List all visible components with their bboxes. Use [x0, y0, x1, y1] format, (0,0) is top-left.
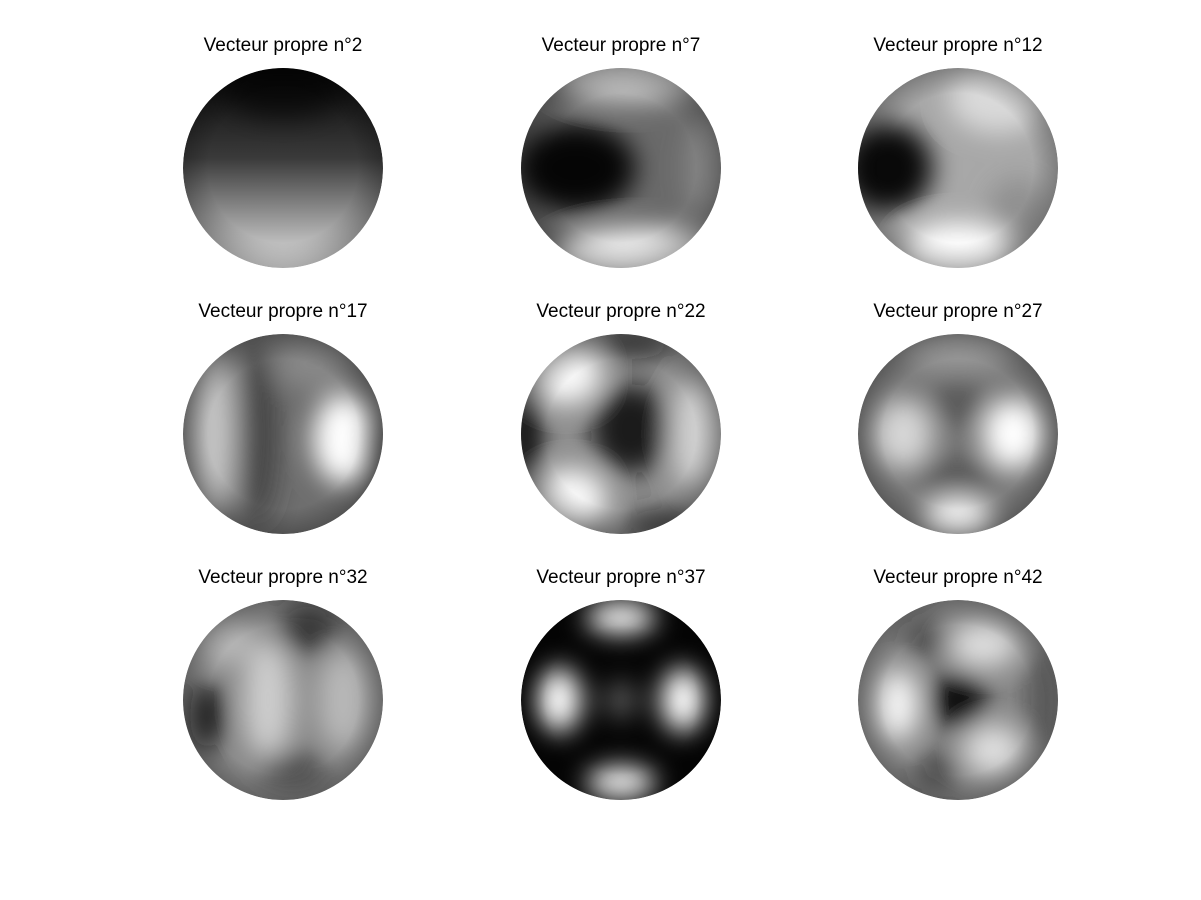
panel-title: Vecteur propre n°7: [542, 35, 701, 56]
panel: Vecteur propre n°17: [183, 301, 383, 534]
panel: Vecteur propre n°22: [521, 301, 721, 534]
sphere-edge-shade: [183, 334, 383, 534]
sphere: [521, 334, 721, 534]
sphere: [521, 600, 721, 800]
sphere: [858, 68, 1058, 268]
panel-title: Vecteur propre n°42: [873, 567, 1042, 588]
sphere: [858, 334, 1058, 534]
panel-title: Vecteur propre n°32: [198, 567, 367, 588]
sphere-edge-shade: [183, 68, 383, 268]
panel-title: Vecteur propre n°37: [536, 567, 705, 588]
panel: Vecteur propre n°32: [183, 567, 383, 800]
sphere: [183, 334, 383, 534]
panel-title: Vecteur propre n°27: [873, 301, 1042, 322]
sphere-edge-shade: [521, 600, 721, 800]
sphere: [858, 600, 1058, 800]
sphere: [521, 68, 721, 268]
panel: Vecteur propre n°2: [183, 35, 383, 268]
sphere-edge-shade: [858, 600, 1058, 800]
panel-title: Vecteur propre n°12: [873, 35, 1042, 56]
sphere: [183, 68, 383, 268]
panel-title: Vecteur propre n°17: [198, 301, 367, 322]
panel: Vecteur propre n°27: [858, 301, 1058, 534]
panel-title: Vecteur propre n°2: [204, 35, 363, 56]
sphere-edge-shade: [858, 334, 1058, 534]
panel: Vecteur propre n°42: [858, 567, 1058, 800]
sphere-edge-shade: [858, 68, 1058, 268]
panel: Vecteur propre n°7: [521, 35, 721, 268]
panel: Vecteur propre n°37: [521, 567, 721, 800]
sphere: [183, 600, 383, 800]
sphere-edge-shade: [521, 68, 721, 268]
sphere-edge-shade: [183, 600, 383, 800]
panel-title: Vecteur propre n°22: [536, 301, 705, 322]
sphere-edge-shade: [521, 334, 721, 534]
panel: Vecteur propre n°12: [858, 35, 1058, 268]
